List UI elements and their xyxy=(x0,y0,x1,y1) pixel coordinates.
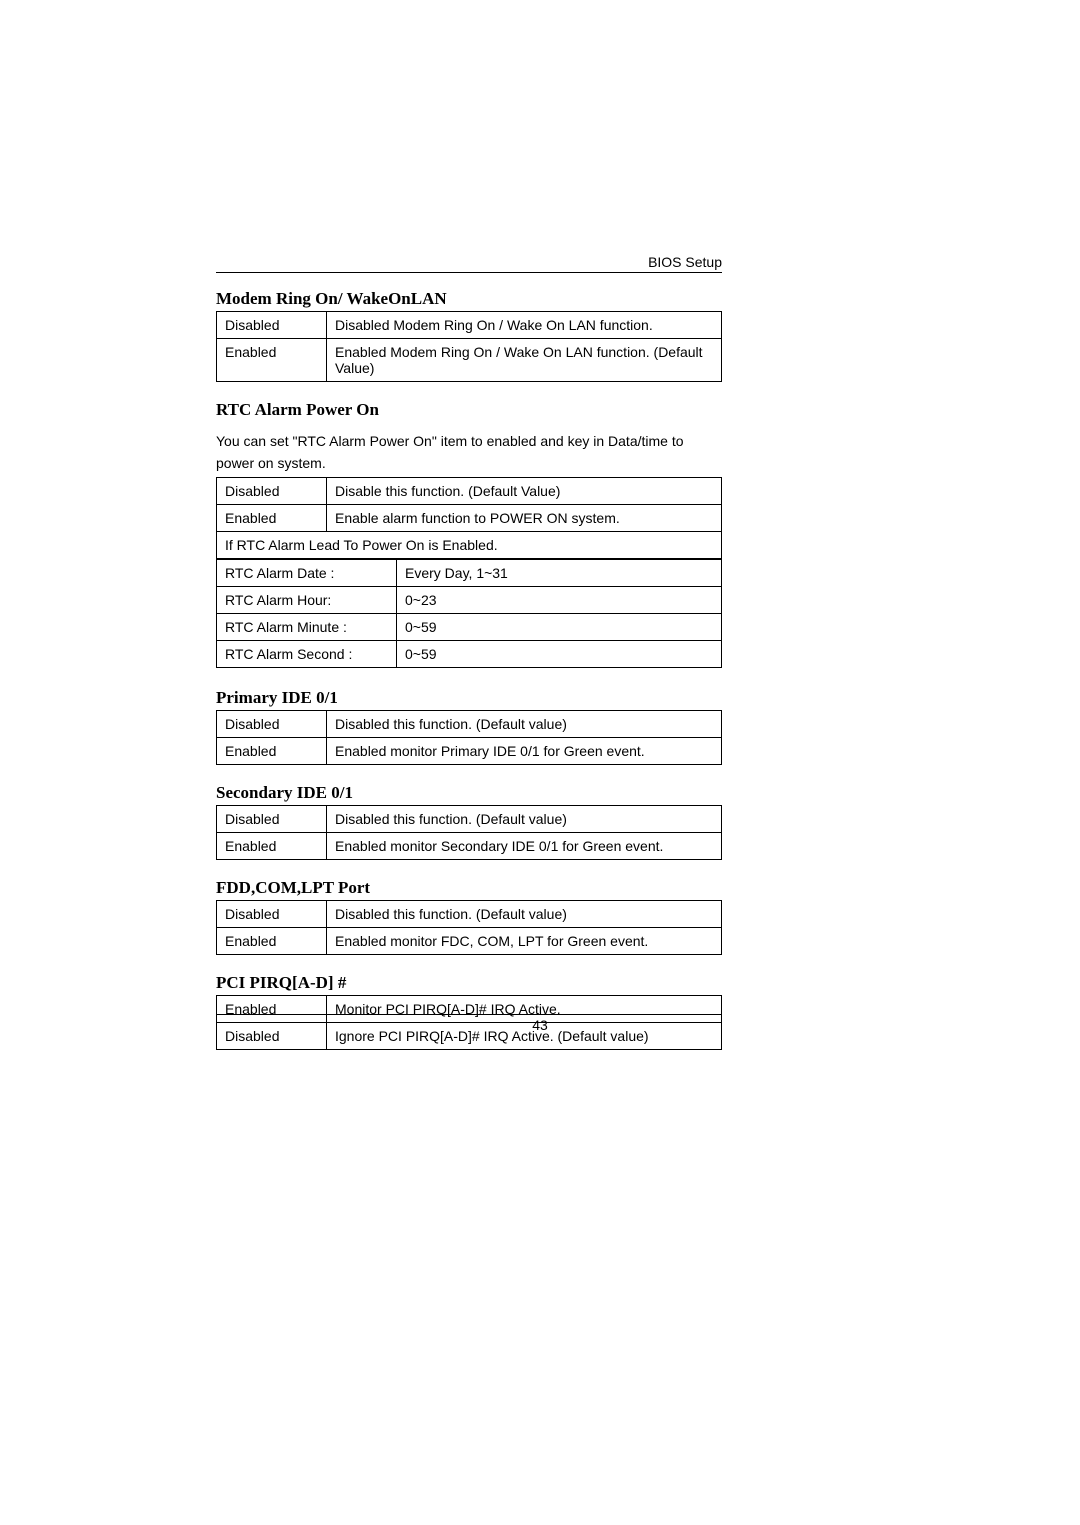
opt-cell: Disabled xyxy=(217,805,327,832)
opt-cell: RTC Alarm Hour: xyxy=(217,586,397,613)
table-row: Disabled Disabled this function. (Defaul… xyxy=(217,710,722,737)
table-row: Disabled Disabled this function. (Defaul… xyxy=(217,900,722,927)
opt-cell: Disabled xyxy=(217,710,327,737)
note-cell: If RTC Alarm Lead To Power On is Enabled… xyxy=(217,531,722,558)
desc-cell: 0~23 xyxy=(397,586,722,613)
opt-cell: RTC Alarm Date : xyxy=(217,559,397,586)
opt-cell: Enabled xyxy=(217,339,327,382)
section-pci-pirq: PCI PIRQ[A-D] # Enabled Monitor PCI PIRQ… xyxy=(216,973,722,1050)
table-row: Enabled Enabled monitor FDC, COM, LPT fo… xyxy=(217,927,722,954)
heading-pci-pirq: PCI PIRQ[A-D] # xyxy=(216,973,722,993)
opt-cell: Disabled xyxy=(217,477,327,504)
document-page: BIOS Setup Modem Ring On/ WakeOnLAN Disa… xyxy=(0,0,1080,1525)
content-area: Modem Ring On/ WakeOnLAN Disabled Disabl… xyxy=(0,254,1080,1050)
desc-cell: 0~59 xyxy=(397,613,722,640)
desc-cell: Disabled this function. (Default value) xyxy=(327,710,722,737)
heading-primary-ide: Primary IDE 0/1 xyxy=(216,688,722,708)
desc-cell: Disabled Modem Ring On / Wake On LAN fun… xyxy=(327,312,722,339)
table-row: RTC Alarm Minute : 0~59 xyxy=(217,613,722,640)
section-fdd-com-lpt: FDD,COM,LPT Port Disabled Disabled this … xyxy=(216,878,722,955)
desc-cell: Disabled this function. (Default value) xyxy=(327,900,722,927)
table-row: Disabled Disabled this function. (Defaul… xyxy=(217,805,722,832)
desc-cell: Enable alarm function to POWER ON system… xyxy=(327,504,722,531)
opt-cell: Disabled xyxy=(217,312,327,339)
header-rule xyxy=(216,272,722,273)
desc-cell: Disabled this function. (Default value) xyxy=(327,805,722,832)
table-row: RTC Alarm Second : 0~59 xyxy=(217,640,722,667)
desc-cell: Enabled Modem Ring On / Wake On LAN func… xyxy=(327,339,722,382)
footer-rule xyxy=(216,1014,722,1016)
table-row: Enabled Enabled Modem Ring On / Wake On … xyxy=(217,339,722,382)
section-rtc-alarm: RTC Alarm Power On You can set "RTC Alar… xyxy=(216,400,722,668)
heading-fdd-com-lpt: FDD,COM,LPT Port xyxy=(216,878,722,898)
opt-cell: Enabled xyxy=(217,832,327,859)
opt-cell: Enabled xyxy=(217,504,327,531)
section-modem-ring: Modem Ring On/ WakeOnLAN Disabled Disabl… xyxy=(216,289,722,382)
intro-rtc-alarm: You can set "RTC Alarm Power On" item to… xyxy=(216,430,722,475)
header-label: BIOS Setup xyxy=(648,254,722,270)
table-secondary-ide: Disabled Disabled this function. (Defaul… xyxy=(216,805,722,860)
opt-cell: RTC Alarm Second : xyxy=(217,640,397,667)
table-row: If RTC Alarm Lead To Power On is Enabled… xyxy=(217,531,722,558)
table-primary-ide: Disabled Disabled this function. (Defaul… xyxy=(216,710,722,765)
opt-cell: RTC Alarm Minute : xyxy=(217,613,397,640)
page-number: 43 xyxy=(290,1017,790,1033)
heading-modem-ring: Modem Ring On/ WakeOnLAN xyxy=(216,289,722,309)
heading-rtc-alarm: RTC Alarm Power On xyxy=(216,400,722,420)
table-fdd-com-lpt: Disabled Disabled this function. (Defaul… xyxy=(216,900,722,955)
opt-cell: Enabled xyxy=(217,927,327,954)
table-row: Disabled Disable this function. (Default… xyxy=(217,477,722,504)
desc-cell: Disable this function. (Default Value) xyxy=(327,477,722,504)
table-row: RTC Alarm Date : Every Day, 1~31 xyxy=(217,559,722,586)
table-row: RTC Alarm Hour: 0~23 xyxy=(217,586,722,613)
desc-cell: Enabled monitor Secondary IDE 0/1 for Gr… xyxy=(327,832,722,859)
table-row: Enabled Enabled monitor Primary IDE 0/1 … xyxy=(217,737,722,764)
opt-cell: Disabled xyxy=(217,900,327,927)
desc-cell: Enabled monitor FDC, COM, LPT for Green … xyxy=(327,927,722,954)
table-modem-ring: Disabled Disabled Modem Ring On / Wake O… xyxy=(216,311,722,382)
table-row: Enabled Enabled monitor Secondary IDE 0/… xyxy=(217,832,722,859)
table-rtc-alarm-2: RTC Alarm Date : Every Day, 1~31 RTC Ala… xyxy=(216,559,722,668)
section-primary-ide: Primary IDE 0/1 Disabled Disabled this f… xyxy=(216,688,722,765)
table-rtc-alarm-1: Disabled Disable this function. (Default… xyxy=(216,477,722,559)
desc-cell: 0~59 xyxy=(397,640,722,667)
heading-secondary-ide: Secondary IDE 0/1 xyxy=(216,783,722,803)
table-row: Disabled Disabled Modem Ring On / Wake O… xyxy=(217,312,722,339)
opt-cell: Enabled xyxy=(217,737,327,764)
table-row: Enabled Enable alarm function to POWER O… xyxy=(217,504,722,531)
desc-cell: Enabled monitor Primary IDE 0/1 for Gree… xyxy=(327,737,722,764)
section-secondary-ide: Secondary IDE 0/1 Disabled Disabled this… xyxy=(216,783,722,860)
desc-cell: Every Day, 1~31 xyxy=(397,559,722,586)
